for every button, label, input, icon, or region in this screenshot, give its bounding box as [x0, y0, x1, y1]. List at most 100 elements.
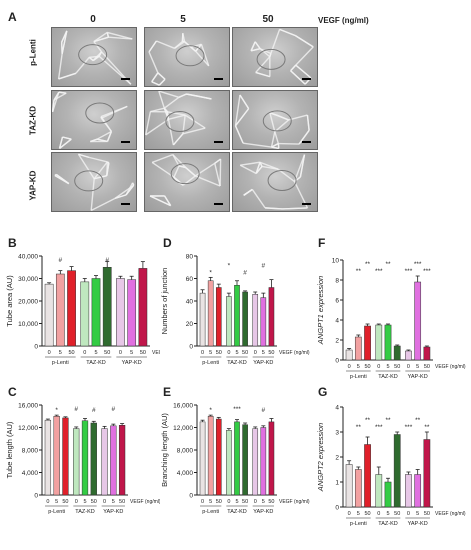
group-label-p-lenti: p-Lenti — [52, 360, 69, 366]
x-dose-label: 5 — [83, 499, 86, 505]
significance-mark: # — [112, 406, 116, 413]
bar-taz-kd-0 — [73, 428, 80, 496]
x-dose-label: 50 — [364, 511, 370, 517]
bar-yap-kd-5 — [260, 297, 267, 347]
significance-mark: ** — [365, 261, 371, 268]
x-dose-label: 5 — [235, 350, 238, 356]
y-tick-label: 0 — [189, 493, 193, 500]
x-dose-label: 5 — [130, 350, 133, 356]
bar-yap-kd-5 — [260, 427, 267, 496]
micrograph-yap-kd-5 — [144, 152, 230, 212]
panel-f-label: F — [318, 236, 326, 250]
y-tick-label: 8,000 — [22, 448, 39, 455]
bar-yap-kd-5 — [414, 474, 422, 508]
significance-mark: * — [209, 407, 212, 414]
bar-p-lenti-5 — [207, 416, 214, 496]
row-label-p-lenti: p-Lenti — [28, 39, 38, 66]
y-tick-label: 40 — [186, 299, 194, 306]
bar-taz-kd-0 — [226, 296, 232, 347]
bar-yap-kd-50 — [268, 287, 275, 347]
x-dose-label: 50 — [119, 499, 125, 505]
x-dose-label: 5 — [386, 511, 389, 517]
x-dose-label: 0 — [348, 511, 351, 517]
bar-taz-kd-5 — [91, 278, 101, 347]
x-dose-label: 5 — [209, 499, 212, 505]
bar-yap-kd-50 — [118, 425, 126, 496]
bar-taz-kd-0 — [375, 324, 383, 361]
y-axis-title: Branching length (AU) — [160, 413, 169, 487]
significance-mark: *** — [423, 268, 431, 275]
x-dose-label: 0 — [227, 499, 230, 505]
y-tick-label: 60 — [186, 276, 194, 283]
group-label-taz-kd: TAZ-KD — [227, 360, 246, 366]
x-dose-label: 0 — [348, 364, 351, 370]
row-label-taz-kd: TAZ-KD — [28, 105, 38, 136]
group-label-yap-kd: YAP-KD — [408, 374, 428, 380]
significance-mark: # — [262, 262, 266, 269]
significance-mark: ** — [356, 268, 362, 275]
bar-yap-kd-0 — [405, 474, 412, 508]
group-label-taz-kd: TAZ-KD — [378, 374, 397, 380]
x-dose-label: 0 — [201, 499, 204, 505]
micrograph-taz-kd-50 — [232, 90, 318, 150]
micrograph-p-lenti-0 — [51, 27, 137, 87]
panel-d-label: D — [163, 236, 172, 250]
x-dose-label: 50 — [62, 499, 68, 505]
bar-taz-kd-50 — [242, 424, 248, 496]
y-tick-label: 10 — [332, 258, 340, 265]
bar-p-lenti-0 — [44, 419, 52, 496]
scale-bar — [302, 78, 311, 80]
y-tick-label: 0 — [335, 505, 339, 512]
bar-taz-kd-5 — [384, 481, 392, 508]
x-unit-label: VEGF (ng/ml) — [279, 350, 310, 356]
bar-yap-kd-50 — [138, 268, 148, 347]
bar-p-lenti-50 — [364, 325, 371, 361]
x-dose-label: 50 — [424, 364, 430, 370]
x-unit-label: VEGF (ng/ml) — [152, 350, 160, 356]
x-dose-label: 0 — [103, 499, 106, 505]
y-axis-title: Numbers of junction — [160, 268, 169, 335]
x-dose-label: 50 — [216, 499, 222, 505]
x-dose-label: 0 — [407, 364, 410, 370]
group-label-yap-kd: YAP-KD — [253, 360, 273, 366]
x-dose-label: 0 — [48, 350, 51, 356]
bar-taz-kd-5 — [384, 324, 392, 361]
scale-bar — [214, 78, 223, 80]
bar-yap-kd-0 — [405, 350, 412, 361]
y-tick-label: 2 — [335, 338, 339, 345]
x-dose-label: 0 — [407, 511, 410, 517]
bar-p-lenti-0 — [199, 292, 206, 347]
micrograph-taz-kd-5 — [144, 90, 230, 150]
y-tick-label: 4,000 — [22, 470, 39, 477]
x-dose-label: 0 — [75, 499, 78, 505]
y-tick-label: 4 — [335, 318, 339, 325]
x-unit-label: VEGF (ng/ml) — [279, 499, 310, 505]
x-dose-label: 5 — [386, 364, 389, 370]
vegf-unit-label: VEGF (ng/ml) — [318, 16, 369, 25]
panel-e-label: E — [163, 385, 172, 399]
x-dose-label: 0 — [227, 350, 230, 356]
bar-yap-kd-0 — [101, 428, 108, 496]
bar-p-lenti-5 — [207, 280, 214, 347]
y-tick-label: 40,000 — [18, 254, 38, 261]
group-label-p-lenti: p-Lenti — [350, 374, 367, 380]
x-dose-label: 50 — [394, 511, 400, 517]
y-tick-label: 8 — [335, 278, 339, 285]
significance-mark: # — [59, 257, 63, 264]
column-header-5: 5 — [180, 14, 186, 25]
y-tick-label: 2 — [335, 455, 339, 462]
x-dose-label: 5 — [209, 350, 212, 356]
y-axis-title: ANGPT2 expression — [316, 423, 325, 492]
scale-bar — [214, 203, 223, 205]
y-tick-label: 0 — [335, 358, 339, 365]
significance-mark: *** — [414, 261, 422, 268]
group-label-taz-kd: TAZ-KD — [86, 360, 105, 366]
x-dose-label: 5 — [235, 499, 238, 505]
x-unit-label: VEGF (ng/ml) — [435, 364, 466, 370]
x-dose-label: 50 — [268, 499, 274, 505]
bar-p-lenti-50 — [215, 418, 222, 496]
x-unit-label: VEGF (ng/ml) — [130, 499, 160, 505]
y-tick-label: 0 — [189, 344, 193, 351]
